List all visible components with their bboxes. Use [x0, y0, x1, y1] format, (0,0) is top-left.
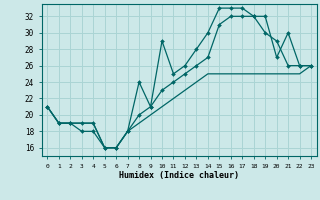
X-axis label: Humidex (Indice chaleur): Humidex (Indice chaleur)	[119, 171, 239, 180]
